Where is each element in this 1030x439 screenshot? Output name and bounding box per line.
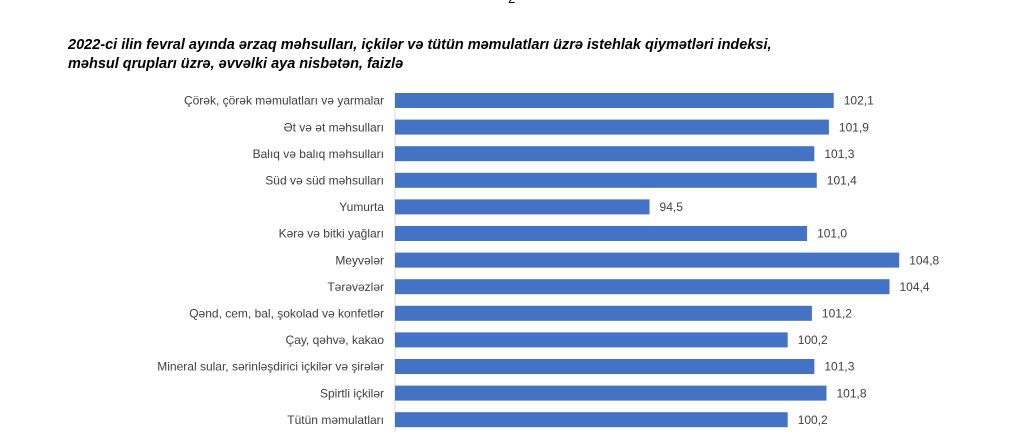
value-label: 104,8 <box>909 253 939 267</box>
value-label: 101,3 <box>824 360 854 374</box>
category-label: Spirtli içkilər <box>320 386 384 400</box>
chart-title-line-2: məhsul qrupları üzrə, əvvəlki aya nisbət… <box>68 56 404 72</box>
category-label: Süd və süd məhsulları <box>265 174 384 188</box>
value-label: 94,5 <box>660 200 684 214</box>
bar <box>395 385 827 401</box>
bar <box>395 146 815 162</box>
bar <box>395 279 890 295</box>
value-label: 101,8 <box>836 386 866 400</box>
value-label: 101,9 <box>839 120 869 134</box>
category-label: Meyvələr <box>335 253 384 267</box>
chart-title: 2022-ci ilin fevral ayında ərzaq məhsull… <box>68 36 1008 74</box>
value-label: 101,0 <box>817 227 847 241</box>
bars-layer: Çörək, çörək məmulatları və yarmalar 102,… <box>157 91 940 432</box>
bar <box>395 359 815 374</box>
category-label: Balıq və balıq məhsulları <box>253 147 384 161</box>
bar <box>395 93 834 108</box>
bar <box>395 226 808 241</box>
category-label: Çörək, çörək məmulatları və yarmalar <box>184 94 384 108</box>
chart-title-line-1: 2022-ci ilin fevral ayında ərzaq məhsull… <box>68 37 772 53</box>
bar <box>395 412 788 428</box>
value-label: 101,2 <box>822 307 852 321</box>
value-label: 100,2 <box>798 333 828 347</box>
category-label: Çay, qəhvə, kakao <box>285 333 384 347</box>
value-label: 102,1 <box>844 94 874 108</box>
category-label: Mineral sular, sərinləşdirici içkilər və… <box>157 360 384 374</box>
value-label: 100,2 <box>798 413 828 427</box>
bar <box>395 305 812 321</box>
category-label: Tərəvəzlər <box>327 280 384 294</box>
category-label: Tütün məmulatları <box>287 413 384 427</box>
bar <box>395 199 650 215</box>
bar <box>395 252 900 268</box>
category-label: Kərə və bitki yağları <box>279 227 384 241</box>
value-label: 101,4 <box>827 174 857 188</box>
category-label: Yumurta <box>339 200 384 214</box>
value-label: 101,3 <box>824 147 854 161</box>
bar <box>395 119 829 135</box>
bar <box>395 332 788 348</box>
category-label: Qənd, cem, bal, şokolad və konfetlər <box>189 307 384 321</box>
page-number: 2 <box>508 0 515 6</box>
value-label: 104,4 <box>899 280 929 294</box>
bar <box>395 172 817 188</box>
category-label: Ət və ət məhsulları <box>284 120 384 134</box>
